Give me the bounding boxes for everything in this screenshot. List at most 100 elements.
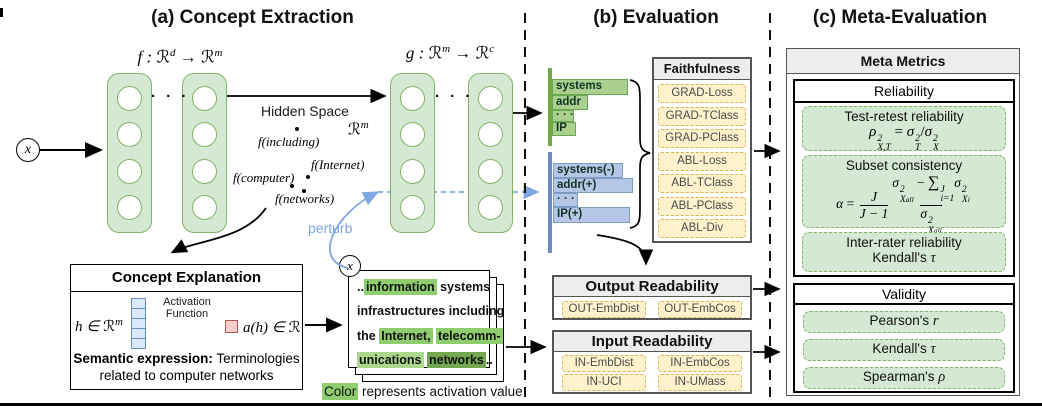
neuron-node [400,158,425,184]
validity-metrics: Pearson's r Kendall's τ Spearman's ρ [795,305,1013,389]
hidden-space-symbol: ℛm [348,119,369,139]
neuron-node [478,85,503,111]
metric-chip: IN-UMass [658,374,742,391]
input-x-node: x [16,138,40,162]
neuron-node [192,195,217,221]
metric-chip: GRAD-Loss [658,84,746,103]
activation-value-square [225,320,238,333]
layer-ellipsis: · · · [151,88,190,105]
metric-chip: ABL-TClass [658,174,746,193]
metric-chip: OUT-EmbCos [658,301,742,318]
statistic-symbol: τ [930,341,936,357]
faithfulness-metrics: GRAD-Loss GRAD-TClass GRAD-PClass ABL-Loss A… [654,80,750,238]
metric-chip: IN-UCI [562,374,646,391]
plain-text: represents activation value [358,384,523,399]
output-readability-box: Output Readability OUT-EmbDist OUT-EmbCos [552,275,752,320]
bars-group-brace [629,79,651,229]
neuron-node [192,158,217,184]
green-bar-axis [548,68,552,146]
validity-metric-chip: Spearman's ρ [803,367,1005,389]
reliability-title: Reliability [795,81,1013,103]
text-line: .. information systems [357,275,490,299]
validity-metric-chip: Kendall's τ [803,339,1005,361]
metric-chip: GRAD-PClass [658,129,746,148]
neuron-node [478,122,503,148]
hidden-space-point-label: f(computer) [233,170,295,185]
activation-bar: systems [552,79,628,95]
output-readability-metrics: OUT-EmbDist OUT-EmbCos [554,297,750,318]
highlighted-word: telecomm- [436,327,503,344]
text-line: the Internet, telecomm- [357,324,503,348]
test-retest-formula: ρ 2 X,T = σ 2 T/σ 2 X [869,124,939,153]
neuron-node [117,122,142,148]
activation-bar: addr(+) [553,178,633,193]
neuron-node [117,195,142,221]
semantic-expression-line1: Semantic expression: Terminologies [73,351,300,366]
plain-text: the [357,328,380,343]
validity-title: Validity [795,285,1013,305]
activation-function-label: Activation Function [163,296,211,320]
highlighted-word: information [363,279,437,295]
example-x-node: x [339,255,361,277]
hidden-vector [131,298,146,349]
validity-metric-chip: Pearson's r [803,311,1005,333]
plain-text: .. [357,280,364,294]
metric-chip: GRAD-TClass [658,106,746,126]
blue-bar-axis [548,152,552,253]
perturb-label: perturb [308,220,353,236]
hidden-space-point-dot [306,175,310,179]
hidden-space-point-dot [290,184,294,188]
section-title-a: (a) Concept Extraction [151,7,354,28]
neuron-node [478,195,503,221]
network-layer [107,73,152,233]
text-line: infrastructures including [357,299,504,323]
arrow-bars-to-output-readability [596,234,654,266]
activation-bar: addr [552,95,588,110]
activation-bar: IP [552,122,576,136]
h-expression: h ∈ ℛm [75,316,123,335]
example-page-front: .. information systems infrastructures inc… [348,270,504,368]
concept-explanation-title: Concept Explanation [71,265,302,292]
a-expression: a(h) ∈ ℛ [243,318,301,336]
semantic-expression-line2: related to computer networks [99,368,274,383]
metric-chip: ABL-Div [658,219,746,238]
concept-activation-bars-green: systems addr · · · IP [552,79,628,136]
neuron-node [400,122,425,148]
faithfulness-title: Faithfulness [654,59,750,80]
neuron-node [117,158,142,184]
example-text: .. information systems infrastructures inc… [357,275,504,372]
faithfulness-box: Faithfulness GRAD-Loss GRAD-TClass GRAD-PC… [652,57,752,243]
concept-explanation-box: Concept Explanation [70,264,303,390]
neuron-node [400,85,425,111]
section-title-b: (b) Evaluation [593,7,719,28]
frame-edge-tick [0,8,3,17]
g-signature: g : ℛm → ℛc [405,43,495,64]
highlighted-word: unications [357,351,424,368]
hidden-space-point-dot [295,127,299,131]
highlighted-word: networks [427,351,486,368]
vector-cell [131,338,146,349]
meta-metrics-title: Meta Metrics [787,49,1019,74]
statistic-symbol: ρ [938,369,946,385]
neuron-node [117,85,142,111]
metric-chip: OUT-EmbDist [562,301,646,318]
activation-bar: IP(+) [553,207,630,223]
neuron-node [400,195,425,221]
input-readability-title: Input Readability [554,332,750,352]
neuron-node [192,85,217,111]
neuron-node [192,122,217,148]
validity-box: Validity Pearson's r Kendall's τ Spearman'… [793,283,1015,393]
hidden-space-point-label: f(networks) [275,191,335,206]
activation-bar: · · · [552,109,574,122]
network-layer [390,73,435,233]
statistic-symbol: r [932,313,939,329]
highlighted-word: Internet, [379,327,433,344]
text-line: unications networks.. [357,348,493,372]
metric-chip: IN-EmbDist [562,355,646,372]
layer-ellipsis: · · · [435,88,474,105]
inter-rater-chip: Inter-rater reliability Kendall's τ [802,232,1006,272]
activation-bar: · · · [553,193,578,207]
